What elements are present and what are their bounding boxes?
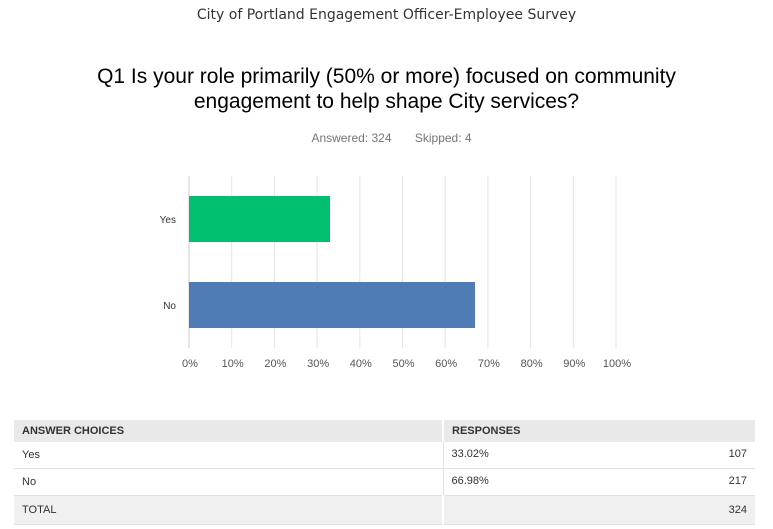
count-cell: 107 <box>633 442 755 469</box>
percent-cell: 33.02% <box>442 442 634 469</box>
y-category-label: Yes <box>160 215 176 226</box>
choice-cell: No <box>14 468 443 496</box>
x-tick-label: 40% <box>350 358 372 370</box>
x-tick-label: 20% <box>264 358 286 370</box>
survey-title: City of Portland Engagement Officer-Empl… <box>196 7 577 23</box>
x-tick-label: 0% <box>182 358 198 370</box>
choice-cell: Yes <box>14 442 443 469</box>
table-row: Yes 33.02% 107 <box>14 442 755 469</box>
responses-header: RESPONSES <box>442 420 755 442</box>
x-tick-label: 10% <box>222 358 244 370</box>
skipped-count: Skipped: 4 <box>414 131 472 145</box>
total-count: 324 <box>633 495 755 525</box>
answer-choices-header: ANSWER CHOICES <box>14 420 443 442</box>
bar-chart: 0% 10% 20% 30% 40% 50% 60% 70% 80% 90% 100% Yes No <box>160 176 631 370</box>
total-label: TOTAL <box>14 495 443 525</box>
total-row: TOTAL 324 <box>14 495 755 525</box>
x-tick-label: 100% <box>603 358 631 370</box>
count-cell: 217 <box>633 468 755 496</box>
results-table: ANSWER CHOICES RESPONSES Yes 33.02% 107 … <box>14 420 755 525</box>
x-tick-label: 90% <box>563 358 585 370</box>
bar <box>189 282 476 328</box>
y-category-label: No <box>163 301 176 312</box>
answered-count: Answered: 324 <box>311 131 392 145</box>
bar <box>189 196 330 242</box>
percent-cell: 66.98% <box>442 468 634 496</box>
table-row: No 66.98% 217 <box>14 468 755 496</box>
total-spacer <box>441 495 634 525</box>
x-tick-label: 80% <box>521 358 543 370</box>
x-tick-label: 60% <box>435 358 457 370</box>
table-header-row: ANSWER CHOICES RESPONSES <box>14 420 755 442</box>
x-tick-label: 50% <box>392 358 414 370</box>
question-title: Q1 Is your role primarily (50% or more) … <box>97 65 676 113</box>
x-tick-label: 30% <box>307 358 329 370</box>
x-tick-label: 70% <box>478 358 500 370</box>
answer-stats: Answered: 324 Skipped: 4 <box>0 131 773 145</box>
